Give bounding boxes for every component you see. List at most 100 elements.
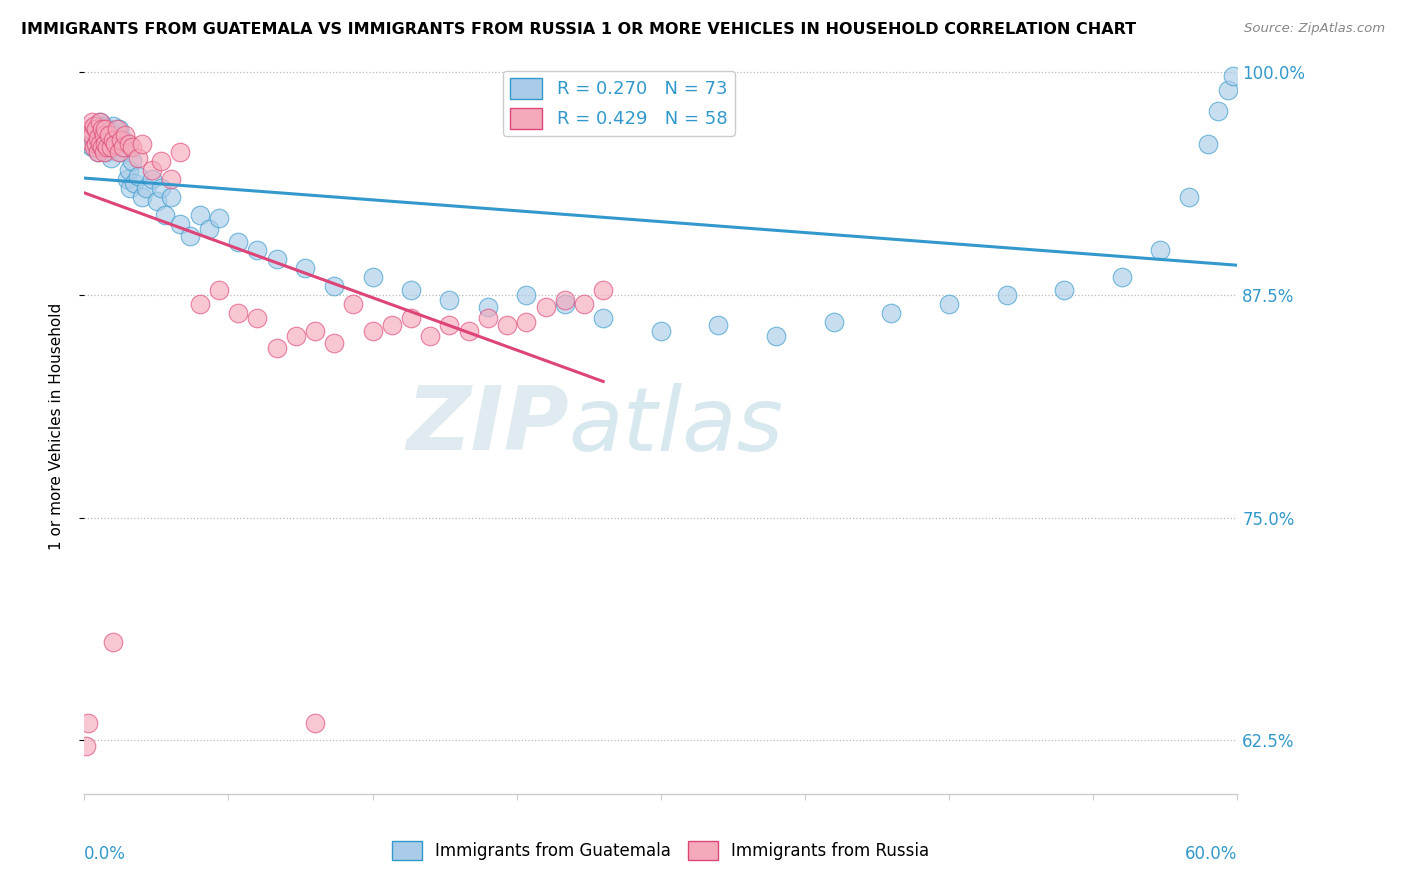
Point	[1111, 270, 1133, 285]
Point	[80, 115, 103, 129]
Point	[114, 140, 136, 154]
Point	[477, 301, 499, 315]
Point	[226, 235, 249, 249]
Point	[496, 318, 519, 333]
Point	[120, 181, 142, 195]
Point	[77, 133, 100, 147]
Point	[104, 136, 127, 151]
Point	[208, 211, 231, 226]
Point	[94, 122, 117, 136]
Text: 0.0%: 0.0%	[84, 846, 127, 863]
Point	[90, 122, 112, 136]
Point	[135, 181, 157, 195]
Point	[79, 122, 101, 136]
Point	[93, 128, 115, 142]
Point	[96, 140, 118, 154]
Point	[110, 145, 132, 160]
Point	[1206, 104, 1229, 119]
Point	[592, 311, 614, 326]
Point	[304, 715, 326, 730]
Point	[111, 140, 134, 154]
Point	[117, 136, 139, 151]
Point	[1198, 136, 1220, 151]
Point	[160, 190, 183, 204]
Point	[75, 739, 97, 753]
Point	[198, 222, 221, 236]
Point	[89, 115, 111, 129]
Point	[1149, 244, 1171, 258]
Point	[1178, 190, 1201, 204]
Point	[304, 324, 326, 338]
Point	[246, 311, 269, 326]
Point	[554, 297, 576, 311]
Point	[399, 311, 422, 326]
Point	[592, 283, 614, 297]
Point	[96, 131, 118, 145]
Point	[100, 151, 122, 165]
Point	[90, 140, 112, 154]
Point	[169, 217, 191, 231]
Point	[94, 136, 117, 151]
Point	[208, 283, 231, 297]
Point	[103, 119, 124, 133]
Point	[93, 140, 115, 154]
Point	[141, 163, 163, 178]
Point	[179, 229, 201, 244]
Legend: Immigrants from Guatemala, Immigrants from Russia: Immigrants from Guatemala, Immigrants fr…	[385, 834, 936, 866]
Point	[938, 297, 960, 311]
Point	[323, 279, 346, 293]
Point	[246, 244, 269, 258]
Point	[77, 715, 100, 730]
Point	[534, 301, 557, 315]
Point	[83, 119, 105, 133]
Point	[361, 270, 384, 285]
Point	[121, 140, 143, 154]
Point	[117, 163, 139, 178]
Point	[169, 145, 191, 160]
Point	[87, 131, 110, 145]
Point	[266, 342, 288, 356]
Point	[105, 122, 128, 136]
Point	[160, 172, 183, 186]
Point	[572, 297, 595, 311]
Point	[90, 128, 112, 142]
Point	[515, 315, 537, 329]
Text: ZIP: ZIP	[406, 383, 568, 469]
Point	[419, 329, 441, 343]
Point	[188, 297, 211, 311]
Point	[87, 122, 110, 136]
Point	[105, 136, 128, 151]
Point	[89, 136, 111, 151]
Point	[80, 140, 103, 154]
Point	[104, 128, 127, 142]
Point	[150, 154, 173, 169]
Point	[108, 122, 131, 136]
Point	[381, 318, 404, 333]
Point	[84, 119, 107, 133]
Point	[1222, 69, 1244, 83]
Point	[94, 133, 117, 147]
Point	[1216, 83, 1239, 97]
Point	[439, 293, 461, 308]
Point	[153, 208, 176, 222]
Point	[150, 181, 173, 195]
Text: atlas: atlas	[568, 383, 783, 469]
Point	[765, 329, 787, 343]
Point	[141, 172, 163, 186]
Point	[1053, 283, 1076, 297]
Point	[83, 140, 105, 154]
Point	[226, 306, 249, 320]
Text: 60.0%: 60.0%	[1185, 846, 1237, 863]
Point	[84, 136, 107, 151]
Point	[89, 136, 111, 151]
Point	[98, 122, 121, 136]
Point	[93, 119, 115, 133]
Point	[87, 145, 110, 160]
Point	[515, 288, 537, 302]
Point	[89, 115, 111, 129]
Point	[880, 306, 903, 320]
Point	[146, 194, 169, 208]
Point	[121, 154, 143, 169]
Point	[266, 252, 288, 267]
Point	[131, 136, 153, 151]
